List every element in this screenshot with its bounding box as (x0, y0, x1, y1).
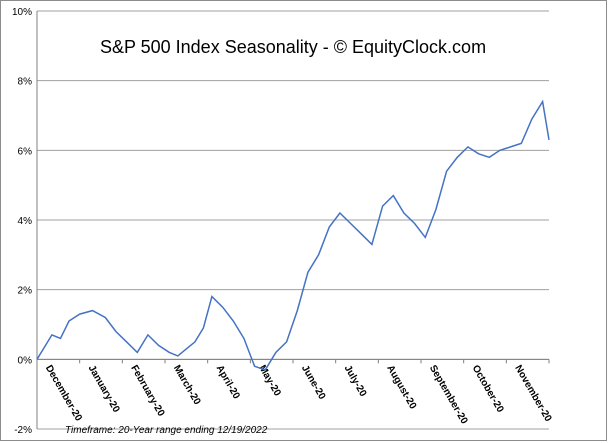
x-tick-label: September-20 (427, 363, 470, 426)
x-tick-label: July-20 (342, 363, 369, 399)
x-tick-label: April-20 (214, 363, 242, 401)
y-tick-label: -2% (14, 425, 32, 436)
y-tick-label: 0% (18, 355, 33, 366)
x-tick-label: February-20 (128, 363, 166, 418)
x-tick-label: October-20 (470, 363, 506, 415)
y-tick-label: 4% (18, 216, 33, 227)
x-axis-ticks: December-20 January-20 February-20 March-20… (36, 359, 554, 426)
x-tick-label: December-20 (43, 363, 84, 423)
x-tick-label: March-20 (171, 363, 203, 407)
y-axis-ticks: -2% 0% 2% 4% 6% 8% 10% (12, 7, 32, 436)
series-line (36, 99, 550, 371)
y-tick-label: 8% (18, 77, 33, 88)
x-tick-label: November-20 (512, 363, 553, 424)
x-tick-label: August-20 (384, 363, 418, 411)
timeframe-footnote: Timeframe: 20-Year range ending 12/19/20… (65, 425, 268, 436)
x-tick-label: January-20 (86, 363, 122, 415)
y-tick-label: 2% (18, 286, 33, 297)
y-tick-label: 6% (18, 146, 33, 157)
chart-title: S&P 500 Index Seasonality - © EquityCloc… (100, 37, 486, 57)
y-tick-label: 10% (12, 7, 32, 18)
x-tick-label: June-20 (299, 363, 328, 402)
